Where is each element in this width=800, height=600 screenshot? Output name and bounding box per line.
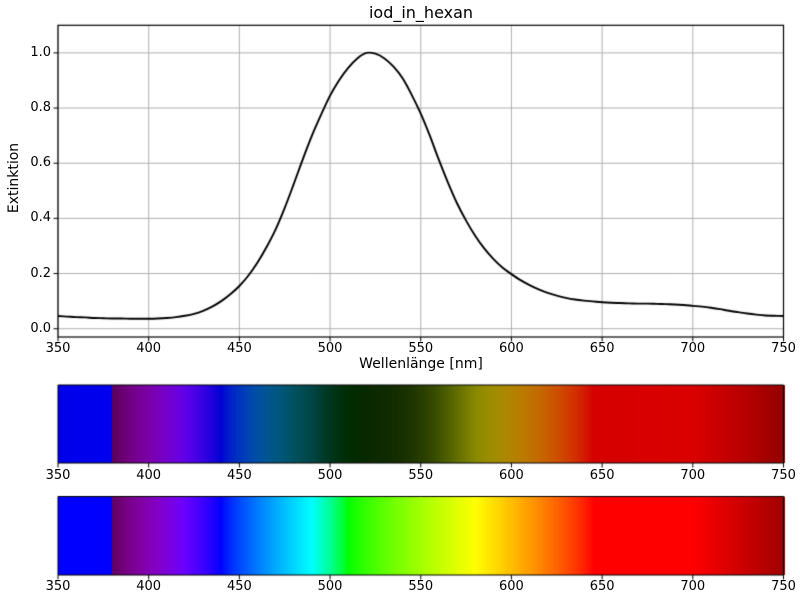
spectrum-bar-x-tick-label: 400	[136, 579, 162, 594]
transmitted-bar-x-tick-label: 750	[771, 468, 796, 483]
y-axis-label: Extinktion	[6, 142, 22, 214]
plot-x-tick-label: 500	[317, 341, 343, 356]
plot-x-tick-label: 600	[499, 341, 524, 356]
transmitted-bar-x-tick-label: 500	[317, 468, 343, 483]
plot-y-tick-label: 0.2	[30, 265, 51, 281]
plot-x-tick-label: 400	[136, 341, 162, 356]
transmitted-bar-x-tick-label: 650	[589, 468, 615, 483]
plot-y-tick-label: 1.0	[30, 44, 51, 60]
plot-y-tick-label: 0.6	[30, 155, 51, 171]
plot-x-tick-label: 650	[589, 341, 615, 356]
transmitted-bar-x-tick-label: 350	[45, 468, 71, 483]
spectrum-bar-x-tick-label: 750	[771, 579, 796, 594]
spectrum-bar-x-tick-label: 650	[589, 579, 615, 594]
plot-x-tick-label: 450	[226, 341, 252, 356]
spectrum-bar-x-tick-label: 450	[226, 579, 252, 594]
plot-x-tick-label: 700	[680, 341, 706, 356]
plot-x-tick-label: 350	[45, 341, 71, 356]
plot-y-tick-label: 0.4	[30, 210, 51, 226]
plot-y-tick-label: 0.0	[30, 320, 51, 336]
transmitted-bar-x-tick-label: 450	[226, 468, 252, 483]
spectrum-bar-x-tick-label: 600	[499, 579, 524, 594]
transmitted-bar-x-tick-label: 600	[499, 468, 524, 483]
spectrum-bar-x-tick-label: 500	[317, 579, 343, 594]
plot-x-tick-label: 550	[408, 341, 434, 356]
plot-title: iod_in_hexan	[368, 3, 474, 22]
transmitted-bar-x-tick-label: 700	[680, 468, 706, 483]
transmitted-bar-x-tick-label: 550	[408, 468, 434, 483]
plot-y-tick-label: 0.8	[30, 100, 51, 116]
plot-x-tick-label: 750	[771, 341, 796, 356]
spectrum-bar-x-tick-label: 700	[680, 579, 706, 594]
spectrum-bar-x-tick-label: 350	[45, 579, 71, 594]
x-axis-label: Wellenlänge [nm]	[359, 356, 483, 372]
transmitted-bar-x-tick-label: 400	[136, 468, 162, 483]
spectrum-bar-x-tick-label: 550	[408, 579, 434, 594]
